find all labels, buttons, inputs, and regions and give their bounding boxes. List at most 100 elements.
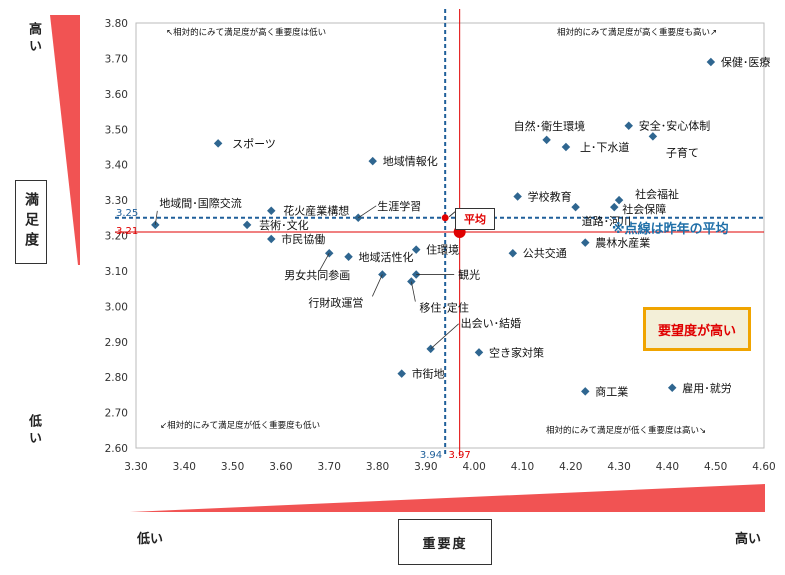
average-label-leader bbox=[448, 211, 456, 218]
dotted-line-note: ※点線は昨年の平均 bbox=[612, 222, 729, 237]
y-tick-label: 3.70 bbox=[105, 53, 128, 65]
leader-line bbox=[357, 205, 377, 219]
data-point bbox=[474, 348, 484, 357]
x-tick-label: 4.30 bbox=[607, 461, 630, 473]
y-tick-label: 3.00 bbox=[105, 301, 128, 313]
point-label: 地域活性化 bbox=[359, 250, 414, 264]
x-axis-title-box: 重要度 bbox=[398, 519, 492, 565]
previous-average-marker bbox=[441, 214, 449, 222]
point-label: 空き家対策 bbox=[489, 345, 544, 359]
point-label: 出会い･結婚 bbox=[461, 316, 521, 330]
data-point bbox=[411, 245, 421, 254]
point-label: 住環境 bbox=[426, 243, 459, 257]
x-tick-label: 3.30 bbox=[124, 461, 147, 473]
data-point bbox=[508, 248, 518, 258]
leader-line bbox=[410, 281, 416, 302]
x-arrow-wedge bbox=[130, 484, 765, 512]
x-low-label: 低い bbox=[137, 532, 164, 547]
y-tick-label: 2.70 bbox=[105, 408, 128, 420]
point-label: 市民協働 bbox=[281, 232, 325, 246]
data-point bbox=[542, 135, 551, 145]
quadrant-label-top-right: 相対的にみて満足度が高く重要度も高い↗ bbox=[557, 28, 718, 38]
x-tick-label: 4.60 bbox=[752, 461, 775, 473]
point-label: 社会福祉 bbox=[635, 187, 679, 201]
y-tick-label: 3.50 bbox=[105, 124, 128, 136]
x-tick-label: 3.50 bbox=[221, 461, 244, 473]
average-label-box: 平均 bbox=[455, 208, 495, 230]
data-point bbox=[624, 121, 633, 130]
point-label: 道路･河川 bbox=[582, 214, 632, 228]
point-label: 生涯学習 bbox=[377, 199, 421, 213]
point-label: 市街地 bbox=[412, 367, 445, 381]
x-tick-label: 3.70 bbox=[318, 461, 341, 473]
data-point bbox=[267, 206, 276, 215]
y-tick-label: 3.30 bbox=[105, 195, 128, 207]
point-label: 雇用･就労 bbox=[682, 381, 732, 395]
quadrant-label-bottom-left: ↙相対的にみて満足度が低く重要度も低い bbox=[160, 421, 321, 431]
data-point bbox=[242, 220, 252, 230]
point-label: 観光 bbox=[458, 267, 480, 281]
previous-average-y-label: 3.25 bbox=[116, 208, 138, 219]
data-point bbox=[561, 142, 571, 152]
data-point bbox=[513, 192, 522, 201]
y-ticks: 3.80 3.70 3.60 3.50 3.40 3.30 3.20 3.10 3.00 2.90… bbox=[105, 18, 128, 455]
quadrant-label-bottom-right: 相対的にみて満足度が低く重要度は高い↘ bbox=[546, 426, 707, 436]
data-point bbox=[667, 383, 677, 393]
plot-area bbox=[135, 22, 765, 449]
point-label: 自然･衛生環境 bbox=[514, 119, 586, 133]
x-tick-label: 3.60 bbox=[269, 461, 292, 473]
data-point bbox=[324, 248, 334, 258]
y-tick-label: 3.60 bbox=[105, 89, 128, 101]
y-tick-label: 3.40 bbox=[105, 160, 128, 172]
point-label: 男女共同参画 bbox=[284, 268, 350, 282]
point-label: 保健･医療 bbox=[721, 55, 771, 69]
current-average-x-label: 3.97 bbox=[449, 450, 471, 461]
leader-lines bbox=[154, 205, 459, 350]
point-label: 学校教育 bbox=[528, 190, 572, 204]
point-label: 農林水産業 bbox=[595, 236, 650, 250]
y-low-label: 低い bbox=[26, 414, 41, 448]
x-tick-label: 4.00 bbox=[462, 461, 485, 473]
point-label: 地域情報化 bbox=[383, 154, 438, 168]
data-point bbox=[706, 57, 716, 67]
point-label: 社会保障 bbox=[622, 202, 666, 216]
data-point bbox=[581, 387, 590, 396]
data-point bbox=[267, 234, 276, 244]
y-high-label: 高い bbox=[26, 22, 41, 56]
x-high-label: 高い bbox=[735, 532, 762, 547]
leader-line bbox=[154, 210, 158, 225]
data-point bbox=[213, 139, 223, 148]
point-label: 公共交通 bbox=[523, 246, 567, 260]
previous-average-x-label: 3.94 bbox=[420, 450, 442, 461]
x-tick-label: 3.90 bbox=[414, 461, 437, 473]
data-point bbox=[581, 238, 590, 247]
y-tick-label: 3.20 bbox=[105, 231, 128, 243]
y-tick-label: 3.80 bbox=[105, 18, 128, 30]
point-label: 花火産業構想 bbox=[283, 204, 349, 218]
point-label: 子育て bbox=[666, 145, 699, 159]
y-axis-title-box: 満足度 bbox=[15, 180, 47, 264]
leader-line bbox=[430, 323, 459, 350]
point-label: 行財政運営 bbox=[308, 295, 363, 309]
average-lines: 3.97 3.94 3.21 3.25 bbox=[115, 9, 764, 461]
point-label: 商工業 bbox=[595, 384, 628, 398]
x-tick-label: 3.80 bbox=[366, 461, 389, 473]
data-point bbox=[368, 156, 377, 166]
data-point bbox=[648, 132, 658, 141]
current-average-y-label: 3.21 bbox=[116, 226, 138, 237]
point-label: 上･下水道 bbox=[580, 140, 630, 154]
y-tick-label: 2.90 bbox=[105, 337, 128, 349]
y-tick-label: 2.60 bbox=[105, 443, 128, 455]
x-tick-label: 4.50 bbox=[704, 461, 727, 473]
data-point bbox=[397, 369, 406, 378]
point-label: 地域間･国際交流 bbox=[159, 196, 242, 210]
data-point bbox=[344, 252, 353, 261]
point-label: 移住･定住 bbox=[419, 301, 469, 315]
data-point bbox=[571, 202, 580, 212]
x-tick-label: 3.40 bbox=[173, 461, 196, 473]
x-tick-label: 4.10 bbox=[511, 461, 534, 473]
y-arrow-wedge bbox=[50, 15, 80, 265]
quadrant-label-top-left: ↖相対的にみて満足度が高く重要度は低い bbox=[166, 28, 327, 38]
